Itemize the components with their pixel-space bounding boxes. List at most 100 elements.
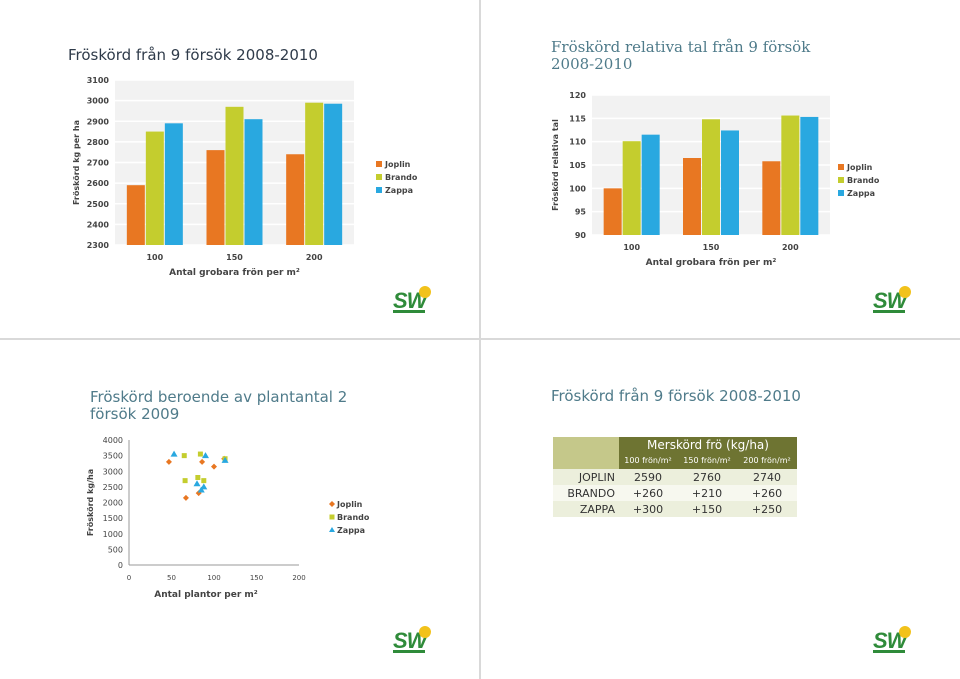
y-tick-label: 1000 [103,530,123,539]
slide-title: Fröskörd från 9 försök 2008-2010 [68,46,318,64]
slide-4: Fröskörd från 9 försök 2008-2010 Merskör… [481,340,960,679]
table-cell: 2590 [619,469,677,485]
point-brando [181,453,187,459]
merskord-table: Merskörd frö (kg/ha) 100 frön/m² 150 frö… [553,437,797,517]
legend-label: Zappa [847,189,875,198]
y-tick-label: 0 [118,561,123,570]
sw-logo: SW [873,626,913,653]
x-tick-label: 0 [127,574,131,582]
y-axis-label: Fröskörd relativa tal [551,119,560,211]
table-corner [553,453,619,469]
x-tick-label: 150 [226,253,243,262]
bar-zappa [164,123,183,245]
point-zappa [170,450,178,457]
x-axis-label: Antal grobara frön per m² [169,268,300,278]
bar-zappa [244,119,263,245]
y-tick-label: 2700 [87,159,110,168]
bar-joplin [206,150,225,245]
legend-label: Zappa [337,526,365,535]
table-cell: 2740 [737,469,797,485]
y-tick-label: 2500 [87,200,110,209]
y-tick-label: 2600 [87,179,110,188]
point-joplin [165,458,172,465]
table-corner [553,437,619,453]
x-tick-label: 100 [207,574,220,582]
slide-2: Fröskörd relativa tal från 9 försök 2008… [481,0,960,338]
y-tick-label: 1500 [103,514,123,523]
point-brando [195,475,201,480]
column-header: 200 frön/m² [737,453,797,469]
legend-swatch-brando [376,174,382,180]
bar-joplin [683,158,701,235]
legend-label: Joplin [384,160,411,169]
row-label: ZAPPA [553,501,619,517]
legend-label: Zappa [385,186,413,195]
legend-swatch-zappa [838,190,844,196]
point-joplin [199,458,206,465]
y-axis-label: Fröskörd kg per ha [72,120,81,205]
x-axis-label: Antal plantor per m² [154,590,258,600]
bar-brando [225,106,244,245]
bar-joplin [762,161,781,235]
bar-zappa [641,134,660,235]
table-cell: 2760 [677,469,737,485]
x-axis-label: Antal grobara frön per m² [646,258,777,268]
y-tick-label: 100 [569,184,586,193]
sw-logo: SW [393,626,433,653]
bar-brando [145,131,164,245]
point-zappa [221,456,229,463]
x-tick-label: 50 [167,574,176,582]
table-row: ZAPPA +300 +150 +250 [553,501,797,517]
column-header: 100 frön/m² [619,453,677,469]
legend-swatch-brando [838,177,844,183]
legend-label: Brando [847,176,880,185]
bar-brando [781,115,800,235]
table-cell: +260 [619,485,677,501]
row-label: JOPLIN [553,469,619,485]
legend-label: Brando [385,173,418,182]
point-brando [182,478,188,484]
bar-joplin [603,188,622,235]
table-cell: +150 [677,501,737,517]
x-tick-label: 150 [250,574,263,582]
bar-chart-relative: 90 95 100 105 110 115 120 100 150 200 Antal grobar… [551,91,880,268]
slide-title: Fröskörd beroende av plantantal 2 försök… [90,388,348,423]
legend-marker-zappa [329,527,335,532]
table-cell: +250 [737,501,797,517]
y-tick-label: 3100 [87,76,110,85]
x-tick-label: 200 [782,243,799,252]
point-brando [201,478,207,484]
y-tick-label: 500 [108,545,123,554]
y-tick-label: 2900 [87,117,110,126]
table-header: Merskörd frö (kg/ha) [619,437,797,453]
y-tick-label: 115 [569,114,586,123]
y-tick-label: 2000 [103,499,123,508]
legend-label: Joplin [336,500,363,509]
table-cell: +210 [677,485,737,501]
y-tick-label: 105 [569,161,586,170]
sw-logo: SW [393,286,433,313]
legend-marker-brando [329,514,335,520]
y-tick-label: 110 [569,138,586,147]
legend-swatch-zappa [376,187,382,193]
legend-swatch-joplin [838,164,844,170]
table-cell: +300 [619,501,677,517]
column-header: 150 frön/m² [677,453,737,469]
row-label: BRANDO [553,485,619,501]
y-tick-label: 2500 [103,483,123,492]
y-tick-label: 90 [575,231,587,240]
y-tick-label: 95 [575,208,587,217]
legend-label: Brando [337,513,370,522]
bar-brando [622,141,641,235]
y-tick-label: 3000 [87,97,110,106]
point-zappa [193,480,201,487]
x-tick-label: 100 [623,243,640,252]
bar-brando [305,102,324,245]
scatter-chart-plants: 0 500 1000 1500 2000 2500 3000 3500 4000 0 50 100 15… [86,436,370,600]
x-tick-label: 200 [306,253,323,262]
x-tick-label: 150 [703,243,720,252]
y-tick-label: 2800 [87,138,110,147]
slide-title: Fröskörd relativa tal från 9 försök 2008… [551,38,811,73]
bar-joplin [286,154,305,245]
y-tick-label: 120 [569,91,586,100]
